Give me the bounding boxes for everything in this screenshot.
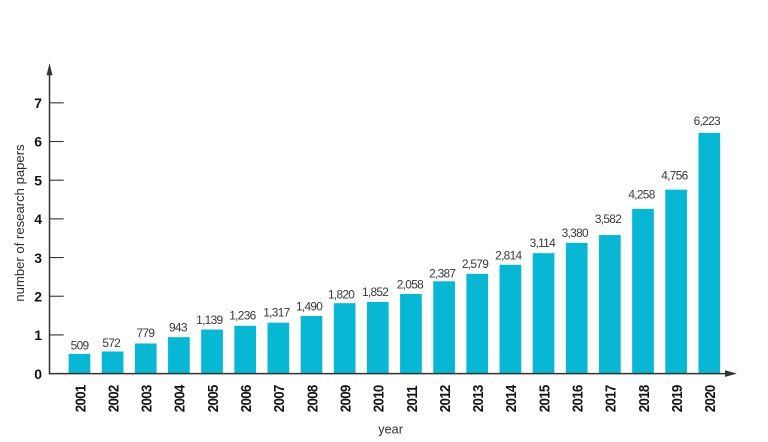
svg-text:3,380: 3,380 bbox=[562, 226, 589, 240]
svg-text:2017: 2017 bbox=[602, 384, 619, 412]
svg-text:2: 2 bbox=[34, 288, 42, 304]
svg-text:1,490: 1,490 bbox=[296, 299, 323, 313]
svg-text:2011: 2011 bbox=[403, 385, 420, 412]
svg-text:2001: 2001 bbox=[72, 384, 89, 412]
svg-text:2007: 2007 bbox=[271, 384, 288, 412]
svg-text:1,139: 1,139 bbox=[196, 313, 223, 327]
svg-text:2005: 2005 bbox=[204, 384, 221, 412]
svg-text:572: 572 bbox=[102, 336, 121, 350]
svg-text:4: 4 bbox=[34, 211, 42, 227]
svg-text:2002: 2002 bbox=[105, 384, 122, 412]
svg-text:2008: 2008 bbox=[304, 384, 321, 412]
svg-text:1,820: 1,820 bbox=[328, 287, 355, 301]
svg-text:3,114: 3,114 bbox=[530, 236, 556, 250]
svg-text:2012: 2012 bbox=[436, 384, 453, 412]
svg-text:6,223: 6,223 bbox=[694, 114, 721, 128]
svg-text:7: 7 bbox=[34, 95, 42, 111]
svg-text:year: year bbox=[378, 423, 403, 437]
svg-text:2006: 2006 bbox=[238, 384, 255, 412]
svg-text:1,317: 1,317 bbox=[263, 306, 290, 320]
svg-text:2,579: 2,579 bbox=[462, 257, 489, 271]
svg-text:2,814: 2,814 bbox=[495, 248, 522, 262]
svg-text:509: 509 bbox=[71, 338, 90, 352]
svg-text:2015: 2015 bbox=[536, 384, 553, 412]
svg-text:2014: 2014 bbox=[503, 384, 520, 412]
svg-text:4,258: 4,258 bbox=[628, 188, 655, 202]
svg-text:4,756: 4,756 bbox=[661, 169, 688, 183]
svg-text:2,058: 2,058 bbox=[397, 277, 424, 291]
svg-text:2020: 2020 bbox=[702, 384, 719, 412]
svg-text:3,582: 3,582 bbox=[595, 212, 622, 226]
svg-text:2003: 2003 bbox=[138, 384, 155, 412]
svg-text:3: 3 bbox=[34, 250, 42, 266]
svg-text:2016: 2016 bbox=[569, 384, 586, 412]
svg-text:number of research papers: number of research papers bbox=[12, 144, 27, 302]
svg-text:943: 943 bbox=[169, 320, 188, 334]
svg-text:1,852: 1,852 bbox=[362, 285, 389, 299]
svg-text:0: 0 bbox=[34, 366, 42, 382]
svg-text:2013: 2013 bbox=[470, 384, 487, 412]
svg-text:2010: 2010 bbox=[370, 384, 387, 412]
svg-text:6: 6 bbox=[34, 134, 42, 150]
svg-text:2009: 2009 bbox=[337, 384, 354, 412]
svg-text:2004: 2004 bbox=[171, 384, 188, 412]
svg-text:779: 779 bbox=[137, 326, 156, 340]
svg-text:2,387: 2,387 bbox=[429, 266, 456, 280]
svg-text:1: 1 bbox=[34, 327, 42, 343]
svg-text:2019: 2019 bbox=[668, 384, 685, 412]
svg-text:5: 5 bbox=[34, 172, 42, 188]
svg-text:2018: 2018 bbox=[635, 384, 652, 412]
svg-text:1,236: 1,236 bbox=[229, 308, 256, 322]
